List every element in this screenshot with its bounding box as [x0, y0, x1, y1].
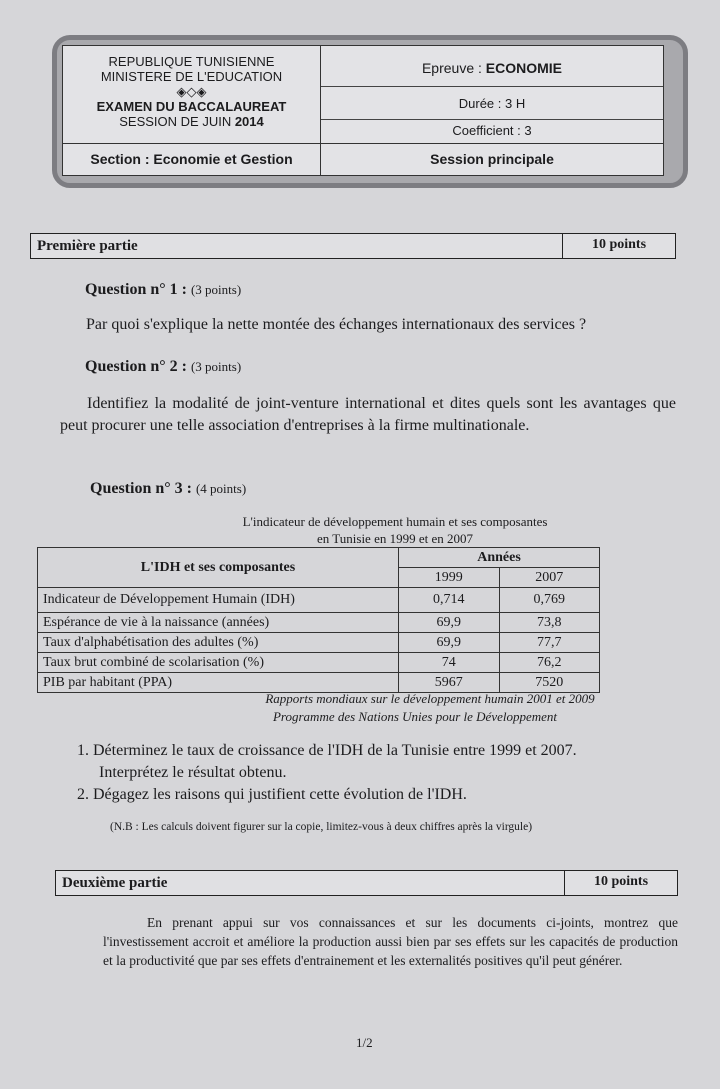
part2-text: En prenant appui sur vos connaissances e… — [103, 915, 678, 968]
q2-points: (3 points) — [190, 359, 242, 374]
q3-label: Question n° 3 : (4 points) — [90, 480, 246, 498]
part1-points: 10 points — [562, 234, 675, 258]
row-label: Espérance de vie à la naissance (années) — [37, 612, 399, 633]
cell-2007: 0,769 — [498, 587, 600, 613]
q1-title: Question n° 1 : — [85, 281, 191, 298]
exam-name: EXAMEN DU BACCALAUREAT — [96, 99, 287, 114]
duree: Durée : 3 H — [321, 86, 663, 119]
exam-session: SESSION DE JUIN 2014 — [63, 114, 320, 129]
exam-header: REPUBLIQUE TUNISIENNE MINISTERE DE L'EDU… — [62, 45, 664, 176]
q1-points: (3 points) — [190, 282, 242, 297]
q3-points: (4 points) — [195, 481, 247, 496]
part2-bar: Deuxième partie 10 points — [55, 870, 678, 896]
source-line-2: Programme des Nations Unies pour le Déve… — [272, 709, 558, 724]
ornament: ◈◇◈ — [176, 84, 207, 99]
epreuve-value: ECONOMIE — [485, 60, 563, 76]
table-row: Taux d'alphabétisation des adultes (%) 69… — [37, 632, 600, 653]
caption-line-1: L'indicateur de développement humain et … — [242, 514, 548, 529]
part2-points: 10 points — [564, 871, 677, 895]
cell-1999: 5967 — [398, 672, 500, 693]
source-line-1: Rapports mondiaux sur le développement h… — [265, 691, 595, 706]
session-type: Session principale — [321, 143, 663, 175]
coefficient: Coefficient : 3 — [321, 119, 663, 143]
ministry: MINISTERE DE L'EDUCATION — [100, 69, 283, 84]
q2-text: Identifiez la modalité de joint-venture … — [60, 395, 676, 434]
item-2: 2. Dégagez les raisons qui justifient ce… — [77, 786, 467, 803]
cell-1999: 69,9 — [398, 632, 500, 653]
q1-label: Question n° 1 : (3 points) — [85, 281, 241, 299]
q2-title: Question n° 2 : — [85, 358, 191, 375]
cell-2007: 77,7 — [498, 632, 600, 653]
part1-title: Première partie — [37, 238, 138, 254]
epreuve-label: Epreuve : — [421, 60, 486, 76]
nb-note: (N.B : Les calculs doivent figurer sur l… — [110, 821, 533, 833]
table-head: L'IDH et ses composantes — [37, 547, 399, 588]
table-caption: L'indicateur de développement humain et … — [170, 513, 620, 547]
caption-line-2: en Tunisie en 1999 et en 2007 — [317, 531, 473, 546]
cell-2007: 7520 — [498, 672, 600, 693]
item-1-cont: Interprétez le résultat obtenu. — [99, 764, 287, 781]
table-row: PIB par habitant (PPA) 5967 7520 — [37, 672, 600, 693]
section: Section : Economie et Gestion — [63, 143, 321, 175]
year-1999: 1999 — [398, 567, 500, 588]
session-prefix: SESSION DE JUIN — [119, 114, 235, 129]
item-1: 1. Déterminez le taux de croissance de l… — [77, 742, 577, 759]
q3-title: Question n° 3 : — [90, 480, 196, 497]
header-institution: REPUBLIQUE TUNISIENNE MINISTERE DE L'EDU… — [63, 46, 321, 143]
page-number: 1/2 — [356, 1035, 373, 1050]
table-row: Indicateur de Développement Humain (IDH)… — [37, 587, 600, 613]
row-label: PIB par habitant (PPA) — [37, 672, 399, 693]
q2-label: Question n° 2 : (3 points) — [85, 358, 241, 376]
q1-text: Par quoi s'explique la nette montée des … — [86, 316, 587, 333]
cell-1999: 0,714 — [398, 587, 500, 613]
q3-items: 1. Déterminez le taux de croissance de l… — [77, 740, 577, 806]
part2-title: Deuxième partie — [62, 875, 168, 891]
table-row: Espérance de vie à la naissance (années)… — [37, 612, 600, 633]
year-2007: 2007 — [498, 567, 600, 588]
row-label: Taux brut combiné de scolarisation (%) — [37, 652, 399, 673]
idh-table: L'IDH et ses composantes Années 1999 2007 … — [37, 547, 600, 693]
republic: REPUBLIQUE TUNISIENNE — [108, 54, 275, 69]
cell-2007: 73,8 — [498, 612, 600, 633]
cell-2007: 76,2 — [498, 652, 600, 673]
session-year: 2014 — [234, 114, 264, 129]
cell-1999: 69,9 — [398, 612, 500, 633]
part1-bar: Première partie 10 points — [30, 233, 676, 259]
table-row: Taux brut combiné de scolarisation (%) 74… — [37, 652, 600, 673]
years-header: Années — [398, 547, 600, 568]
row-label: Taux d'alphabétisation des adultes (%) — [37, 632, 399, 653]
row-label: Indicateur de Développement Humain (IDH) — [37, 587, 399, 613]
epreuve: Epreuve : ECONOMIE — [321, 46, 663, 86]
cell-1999: 74 — [398, 652, 500, 673]
